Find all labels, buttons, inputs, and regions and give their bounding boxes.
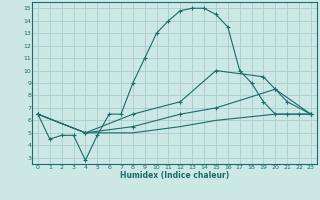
X-axis label: Humidex (Indice chaleur): Humidex (Indice chaleur) [120,171,229,180]
